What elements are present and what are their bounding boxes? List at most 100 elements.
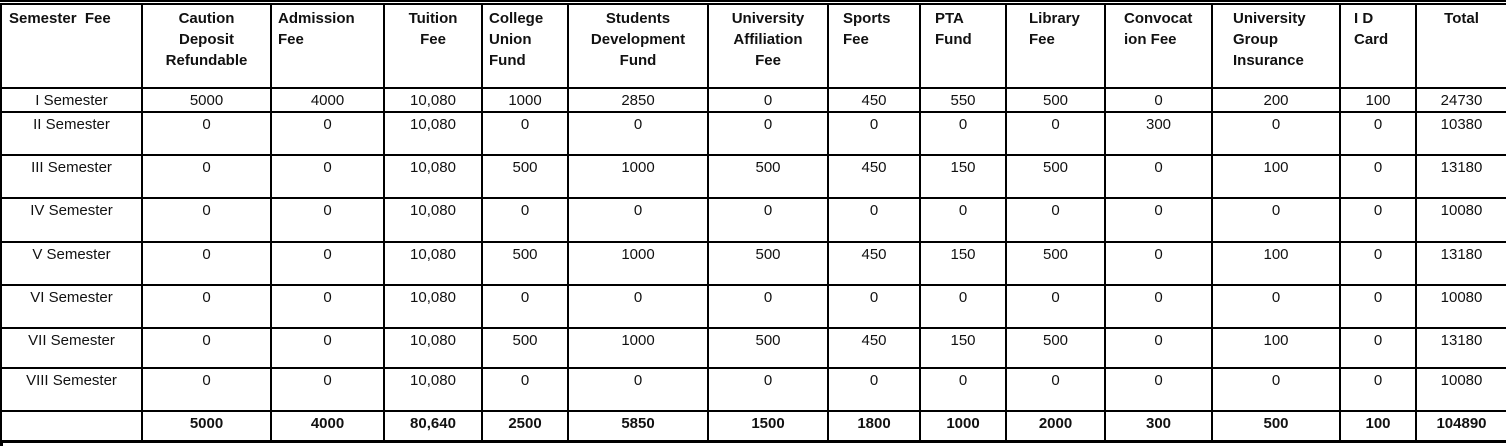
value-cell: 0 [141,284,272,329]
value-cell: 10,080 [383,367,483,412]
value-cell: 2000 [1005,410,1106,443]
value-cell: 500 [481,327,569,369]
value-cell: 10,080 [383,241,483,286]
value-cell: 150 [919,154,1007,199]
semester-row: VI Semester 0 0 10,080 0 0 0 0 0 0 0 0 0 10080 [0,284,1506,329]
value-cell: 0 [141,154,272,199]
header-row: Semester Fee Caution Deposit Refundable … [0,3,1506,89]
value-cell: 0 [481,111,569,156]
value-cell: 0 [567,367,709,412]
column-header-college-union-fund: College Union Fund [481,3,569,89]
value-cell: 1000 [919,410,1007,443]
value-cell: 0 [1104,87,1213,113]
column-header-caution-deposit: Caution Deposit Refundable [141,3,272,89]
column-header-admission-fee: Admission Fee [270,3,385,89]
value-cell: 0 [270,154,385,199]
value-cell: 0 [141,367,272,412]
value-cell: 0 [919,367,1007,412]
column-header-semester-fee: Semester Fee [0,3,143,89]
value-cell: 0 [567,284,709,329]
fee-table-body: I Semester 5000 4000 10,080 1000 2850 0 450 550 5… [0,87,1506,443]
value-cell: 1500 [707,410,829,443]
value-cell: 0 [707,111,829,156]
value-cell: 500 [1005,327,1106,369]
value-cell: 0 [1104,197,1213,243]
column-header-university-group-insurance: University Group Insurance [1211,3,1341,89]
value-cell: 500 [707,327,829,369]
value-cell: 4000 [270,410,385,443]
value-cell: 0 [1104,284,1213,329]
value-cell: 0 [481,197,569,243]
value-cell: 100 [1339,87,1417,113]
row-label-cell: II Semester [0,111,143,156]
value-cell: 0 [1339,284,1417,329]
column-header-total: Total [1415,3,1506,89]
value-cell: 0 [919,197,1007,243]
value-cell: 0 [567,197,709,243]
value-cell: 1000 [567,241,709,286]
value-cell: 100 [1211,154,1341,199]
value-cell: 10,080 [383,197,483,243]
column-header-sports-fee: Sports Fee [827,3,921,89]
value-cell: 0 [141,327,272,369]
row-label-cell: VI Semester [0,284,143,329]
value-cell: 0 [1211,367,1341,412]
value-cell: 0 [141,197,272,243]
value-cell: 0 [919,284,1007,329]
value-cell: 550 [919,87,1007,113]
value-cell: 5850 [567,410,709,443]
value-cell: 2850 [567,87,709,113]
value-cell: 0 [827,367,921,412]
value-cell: 0 [1005,284,1106,329]
value-cell: 150 [919,327,1007,369]
value-cell: 0 [827,197,921,243]
next-row-border-stub [0,442,3,446]
column-header-library-fee: Library Fee [1005,3,1106,89]
value-cell: 10,080 [383,87,483,113]
value-cell: 10,080 [383,327,483,369]
value-cell: 0 [919,111,1007,156]
value-cell: 0 [270,241,385,286]
value-cell: 1000 [567,327,709,369]
value-cell: 13180 [1415,241,1506,286]
value-cell: 0 [270,327,385,369]
value-cell: 450 [827,241,921,286]
value-cell: 0 [270,367,385,412]
value-cell: 104890 [1415,410,1506,443]
value-cell: 10380 [1415,111,1506,156]
value-cell: 500 [1005,87,1106,113]
value-cell: 0 [481,367,569,412]
value-cell: 0 [1339,154,1417,199]
value-cell: 5000 [141,410,272,443]
row-label-cell [0,410,143,443]
value-cell: 10,080 [383,284,483,329]
value-cell: 0 [1339,111,1417,156]
value-cell: 0 [270,284,385,329]
value-cell: 0 [270,111,385,156]
value-cell: 10080 [1415,197,1506,243]
column-header-students-development-fund: Students Development Fund [567,3,709,89]
row-label-cell: I Semester [0,87,143,113]
value-cell: 80,640 [383,410,483,443]
value-cell: 0 [1211,111,1341,156]
value-cell: 0 [1005,111,1106,156]
row-label-cell: IV Semester [0,197,143,243]
previous-row-border-stub [0,0,1506,2]
value-cell: 100 [1211,241,1341,286]
value-cell: 500 [481,154,569,199]
row-label-cell: III Semester [0,154,143,199]
value-cell: 500 [1211,410,1341,443]
semester-row: V Semester 0 0 10,080 500 1000 500 450 150 500 0 10… [0,241,1506,286]
value-cell: 0 [1104,154,1213,199]
value-cell: 0 [707,284,829,329]
fee-table: Semester Fee Caution Deposit Refundable … [0,3,1506,443]
value-cell: 0 [1104,241,1213,286]
semester-row: III Semester 0 0 10,080 500 1000 500 450 150 500 0… [0,154,1506,199]
value-cell: 10080 [1415,284,1506,329]
value-cell: 0 [1005,367,1106,412]
value-cell: 0 [1339,327,1417,369]
value-cell: 500 [707,241,829,286]
value-cell: 0 [1211,197,1341,243]
row-label-cell: VIII Semester [0,367,143,412]
